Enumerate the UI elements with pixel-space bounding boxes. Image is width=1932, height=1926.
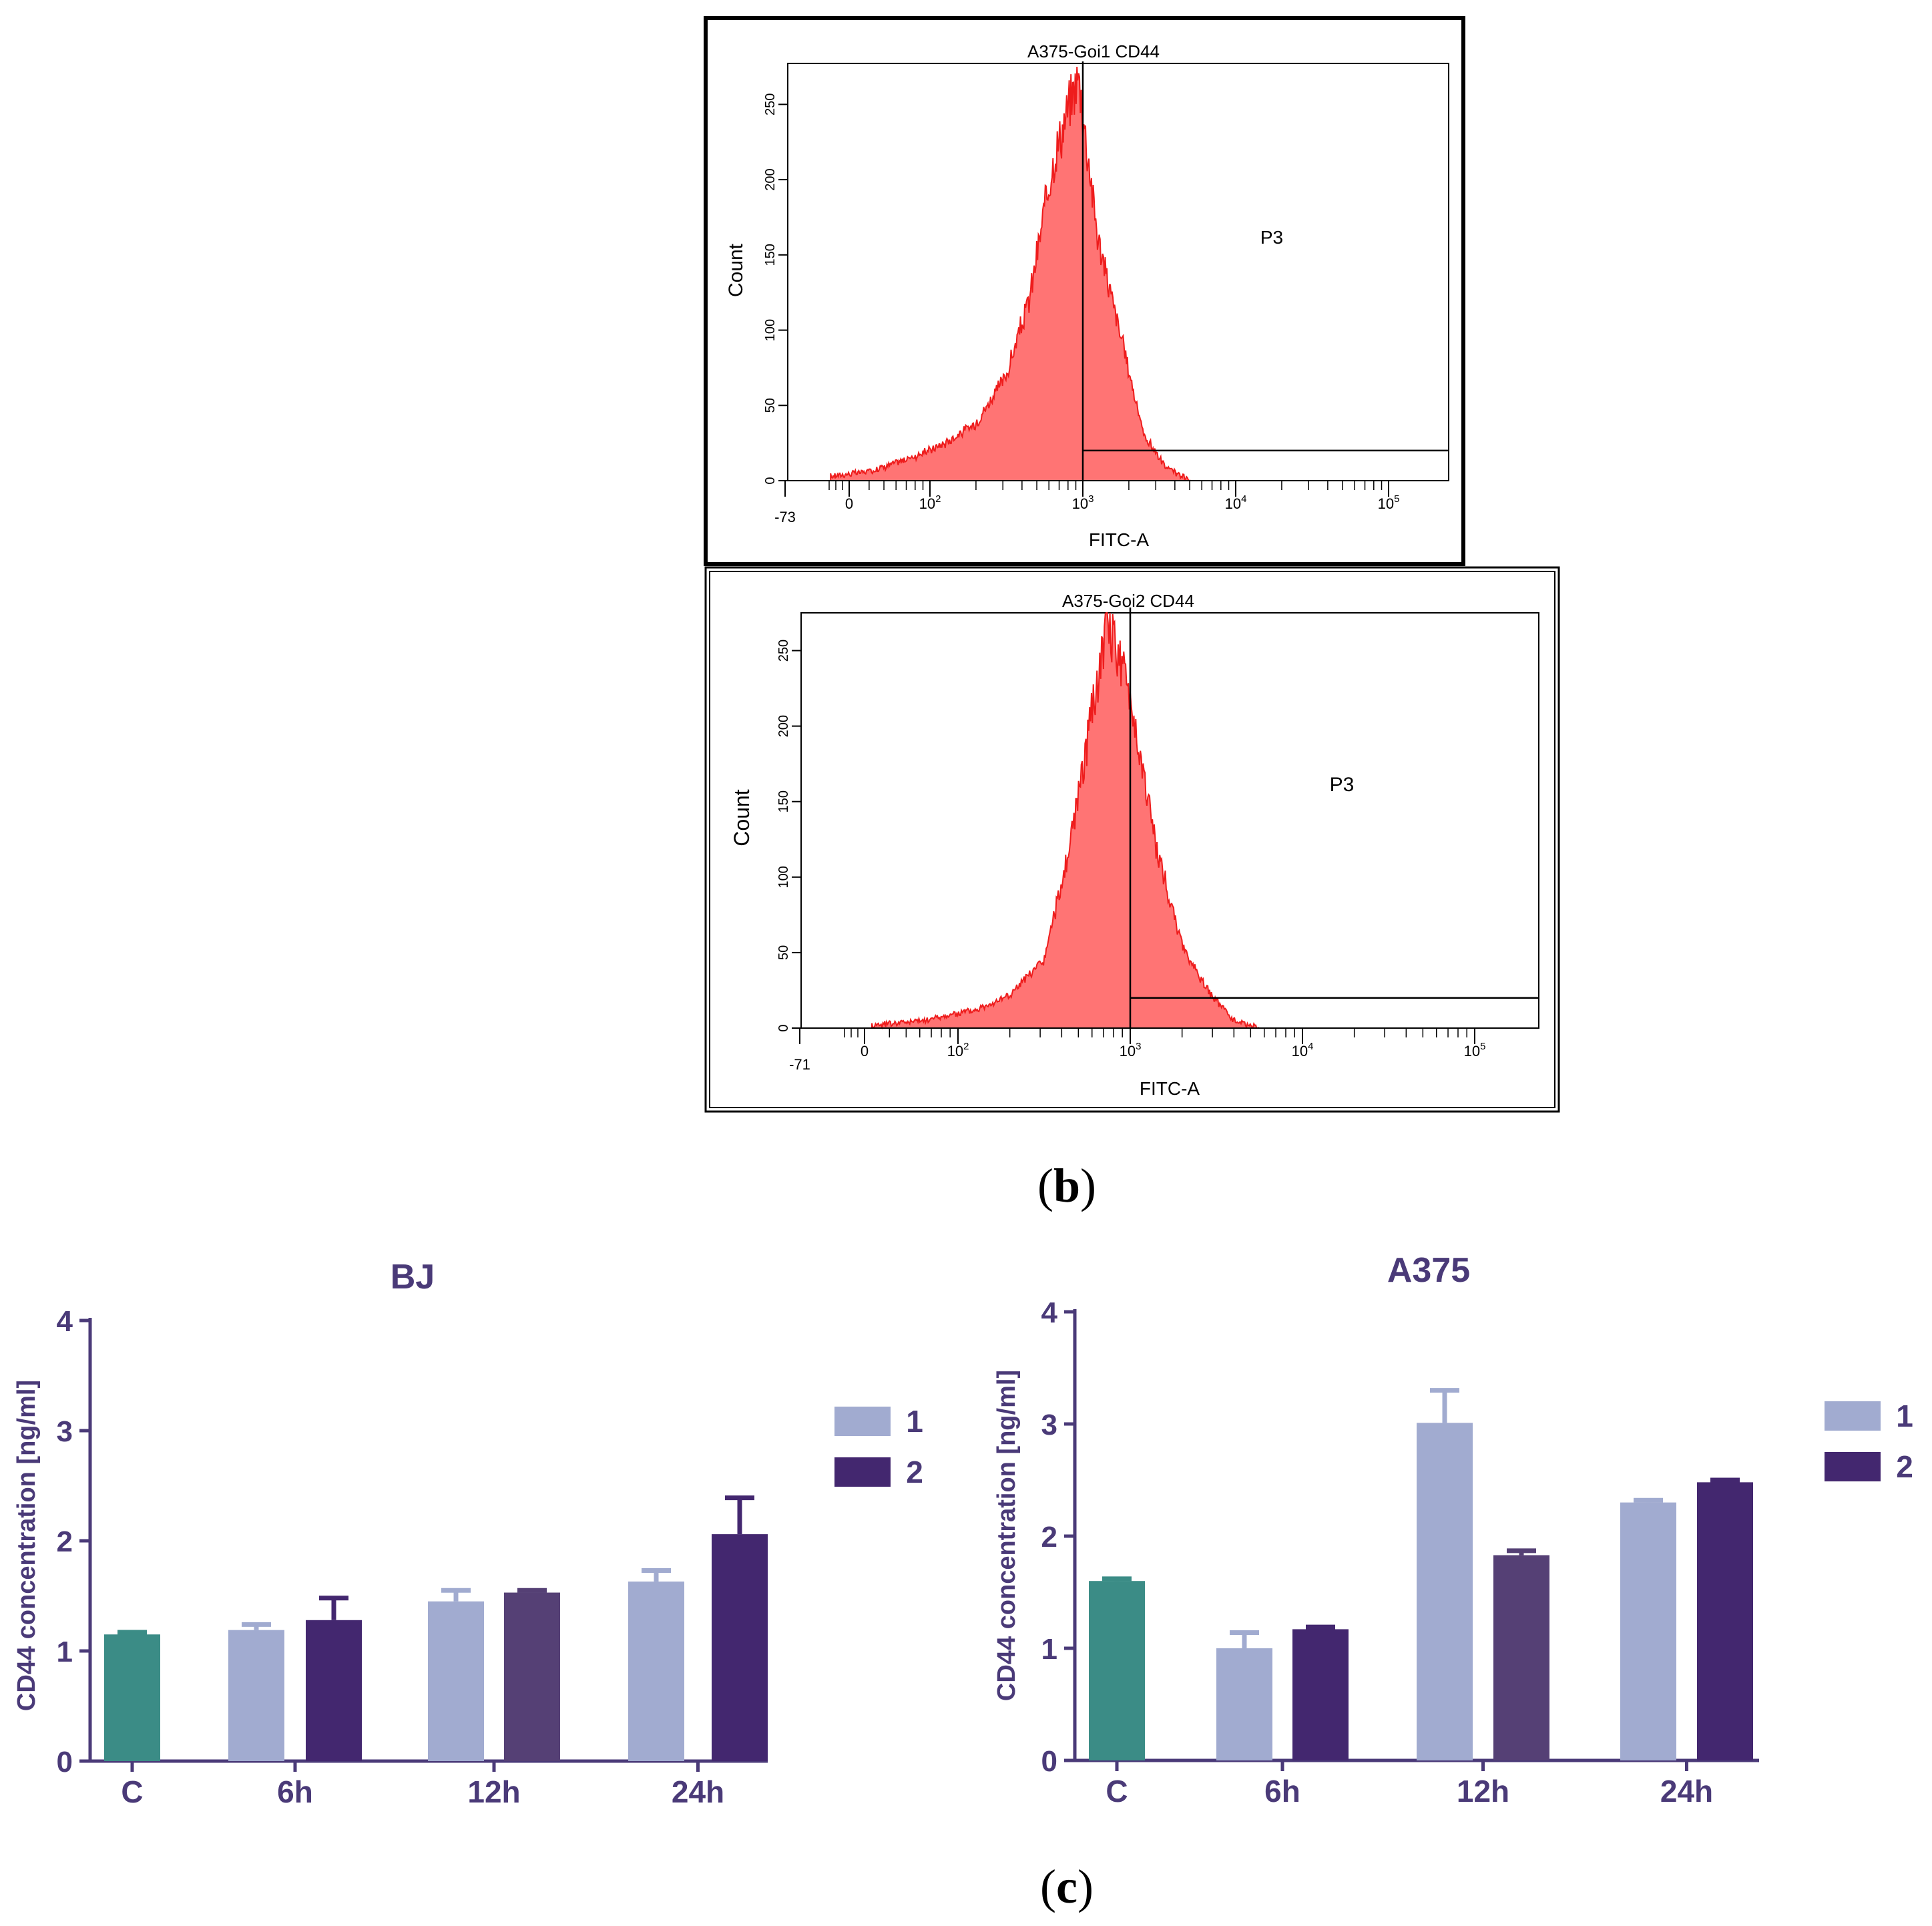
- y-tick-label: 0: [763, 477, 778, 484]
- flow-panel-2-frame-inner: [709, 571, 1555, 1108]
- bar-control: [1089, 1581, 1145, 1760]
- legend-swatch: [1825, 1452, 1881, 1481]
- x-tick-label: 24h: [672, 1774, 724, 1809]
- y-tick-label: 4: [57, 1305, 73, 1338]
- y-tick-label: 50: [763, 398, 778, 413]
- x-tick-label: 102: [919, 493, 941, 512]
- x-tick-label: -73: [774, 509, 796, 525]
- legend-swatch: [834, 1407, 891, 1436]
- histogram-area: [830, 66, 1191, 482]
- panel-b-label: (b): [1037, 1159, 1096, 1212]
- y-tick-label: 200: [776, 715, 791, 737]
- flow-panel-2-title: A375-Goi2 CD44: [1062, 591, 1194, 611]
- bar-chart-a375-ylabel: CD44 concentration [ng/ml]: [993, 1370, 1021, 1701]
- y-tick-label: 100: [763, 319, 778, 341]
- flow-panel-1-gate-label: P3: [1260, 227, 1283, 248]
- y-tick-label: 250: [776, 640, 791, 662]
- bar-series-1: [428, 1601, 484, 1761]
- x-tick-label: 24h: [1660, 1774, 1713, 1809]
- legend-swatch: [834, 1457, 891, 1487]
- y-tick-label: 3: [1041, 1409, 1057, 1441]
- y-tick-label: 4: [1041, 1296, 1058, 1329]
- bar-series-1: [1620, 1502, 1676, 1760]
- x-tick-label: 12h: [1457, 1774, 1509, 1809]
- x-tick-label: 103: [1072, 493, 1094, 512]
- x-tick-label: 6h: [277, 1774, 313, 1809]
- flow-panel-2-gate-label: P3: [1330, 774, 1355, 796]
- legend-swatch: [1825, 1401, 1881, 1431]
- legend-label: 2: [906, 1455, 923, 1489]
- bar-series-2: [306, 1620, 362, 1761]
- x-tick-label: C: [121, 1774, 143, 1809]
- bar-chart-a375-title: A375: [1387, 1251, 1470, 1290]
- x-tick-label: 12h: [467, 1774, 520, 1809]
- legend-label: 1: [906, 1404, 923, 1439]
- bar-chart-bj-title: BJ: [391, 1258, 435, 1296]
- y-tick-label: 3: [57, 1415, 73, 1448]
- y-tick-label: 0: [57, 1746, 73, 1778]
- flow-panel-2-xlabel: FITC-A: [1140, 1078, 1200, 1099]
- flow-panel-1-xlabel: FITC-A: [1089, 529, 1150, 550]
- flow-panel-1-ylabel: Count: [725, 243, 747, 297]
- flow-panel-1: A375-Goi1 CD44 -730 102 103 104 105 05010015…: [704, 16, 1465, 566]
- histogram-area: [871, 612, 1260, 1030]
- y-tick-label: 1: [1041, 1633, 1057, 1666]
- bar-chart-a375: A375 CD44 concentration [ng/ml] 0 1 2 3 4 C 6h…: [993, 1251, 1913, 1809]
- x-tick-label: C: [1106, 1774, 1128, 1809]
- bar-series-1: [1216, 1648, 1272, 1760]
- flow-panel-2: A375-Goi2 CD44 -710 102 103 104 105 05010015…: [704, 566, 1560, 1113]
- y-tick-label: 150: [763, 244, 778, 266]
- y-tick-label: 100: [776, 866, 791, 888]
- bar-series-1: [1417, 1423, 1473, 1760]
- legend-label: 1: [1896, 1399, 1913, 1433]
- bar-series-2: [1493, 1555, 1549, 1760]
- bar-chart-bj-ylabel: CD44 concentration [ng/ml]: [13, 1380, 41, 1711]
- flow-panel-1-title: A375-Goi1 CD44: [1027, 41, 1160, 61]
- y-tick-label: 150: [776, 790, 791, 812]
- bar-series-2: [712, 1534, 768, 1761]
- x-tick-label: -71: [789, 1056, 810, 1073]
- y-tick-label: 0: [1041, 1745, 1057, 1778]
- bar-series-2: [504, 1592, 560, 1761]
- bar-control: [104, 1634, 160, 1761]
- x-tick-label: 0: [845, 495, 853, 512]
- y-tick-label: 2: [57, 1525, 73, 1558]
- x-tick-label: 0: [861, 1043, 869, 1059]
- y-tick-label: 200: [763, 168, 778, 190]
- x-tick-label: 6h: [1264, 1774, 1300, 1809]
- bar-series-1: [228, 1630, 284, 1761]
- legend-label: 2: [1896, 1449, 1913, 1484]
- y-tick-label: 0: [776, 1024, 791, 1031]
- panel-c-label: (c): [1040, 1860, 1094, 1913]
- y-tick-label: 2: [1041, 1521, 1057, 1553]
- y-tick-label: 50: [776, 945, 791, 960]
- bar-series-2: [1292, 1629, 1349, 1760]
- bar-series-1: [628, 1582, 684, 1761]
- flow-panel-2-ylabel: Count: [730, 789, 754, 847]
- y-tick-label: 250: [763, 93, 778, 115]
- y-tick-label: 1: [57, 1636, 73, 1668]
- bar-series-2: [1697, 1482, 1753, 1760]
